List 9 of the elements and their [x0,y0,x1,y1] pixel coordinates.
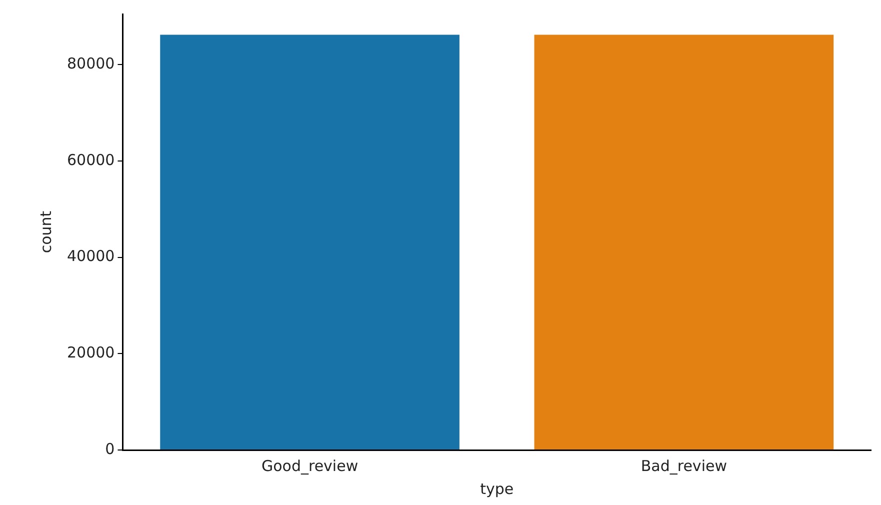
y-tick-label: 20000 [67,344,115,362]
x-tick-label: Good_review [261,456,358,475]
y-tick-label: 80000 [67,54,115,72]
y-axis-title: count [36,210,55,254]
y-tick-label: 40000 [67,247,115,266]
x-axis-title: type [480,480,514,498]
x-tick-label: Bad_review [640,456,727,475]
y-tick-label: 60000 [67,150,115,169]
y-tick-label: 0 [105,440,115,458]
